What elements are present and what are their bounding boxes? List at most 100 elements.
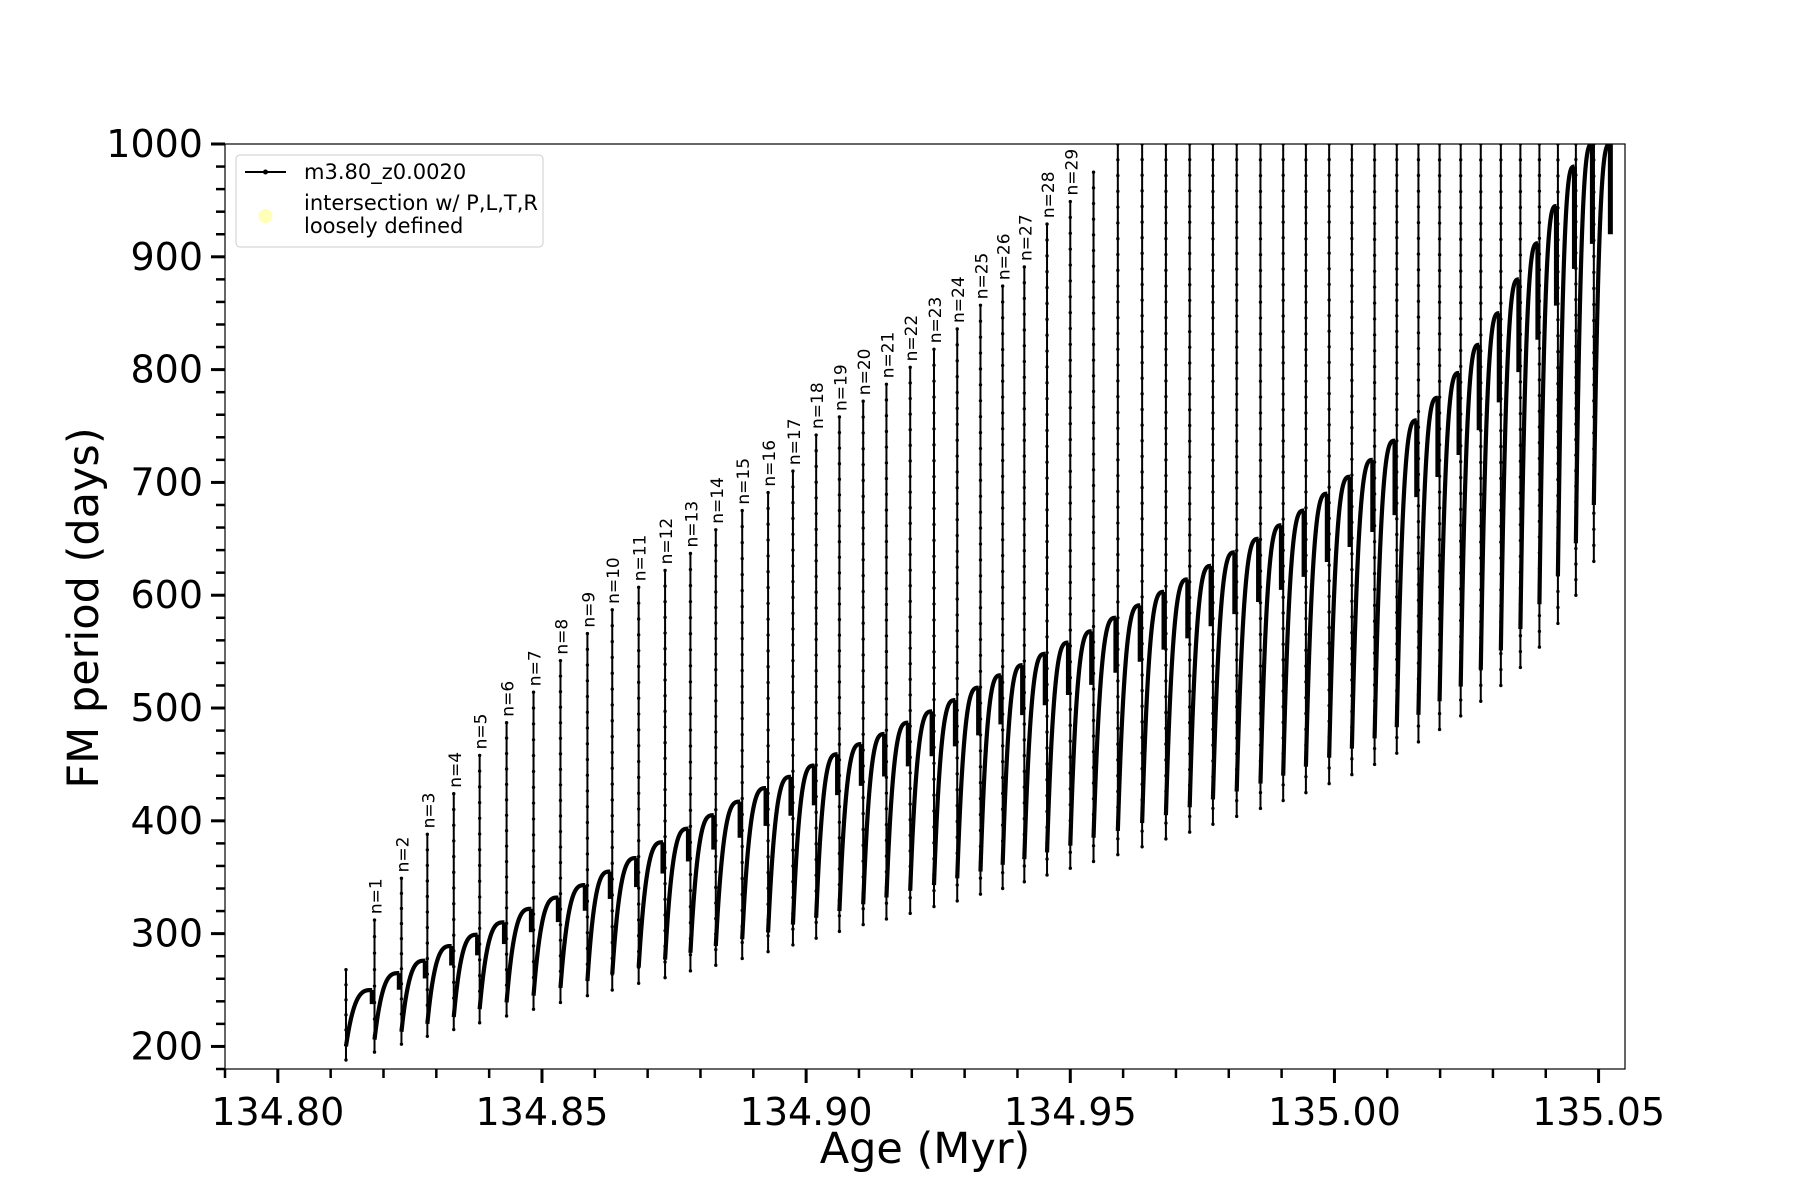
spike-point	[1234, 314, 1239, 318]
spike-point	[1091, 233, 1096, 237]
spike-point	[1068, 390, 1072, 394]
spike-point	[1304, 411, 1308, 415]
spike-point	[1116, 410, 1120, 415]
spike-point	[978, 796, 983, 801]
spike-point	[1327, 579, 1331, 583]
spike-point	[1045, 476, 1049, 480]
spike-point	[1574, 577, 1578, 582]
spike-point	[1116, 252, 1120, 257]
spike-point	[1416, 425, 1421, 429]
spike-point	[861, 827, 865, 832]
spike-point	[1437, 506, 1442, 510]
plot-background	[225, 144, 1625, 1069]
spike-point	[1258, 268, 1263, 273]
legend-dot-marker	[263, 169, 268, 175]
spike-point	[1258, 189, 1263, 194]
spike-point	[1091, 295, 1096, 300]
spike-point	[1281, 204, 1285, 209]
spike-point	[1499, 508, 1503, 512]
spike-point	[955, 851, 959, 855]
spike-point	[884, 901, 889, 905]
spike-point	[663, 631, 667, 635]
spike-point	[585, 899, 590, 903]
spike-point	[740, 956, 744, 961]
spike-point	[1395, 642, 1399, 646]
spike-point	[791, 785, 795, 789]
spike-point	[1416, 189, 1421, 193]
spike-point	[1187, 736, 1192, 740]
spike-point	[1234, 611, 1239, 615]
spike-point	[1164, 489, 1168, 494]
spike-point	[814, 936, 818, 940]
spike-point	[1304, 506, 1308, 510]
spike-point	[663, 615, 667, 620]
spike-point	[740, 636, 744, 641]
spike-point	[1350, 567, 1354, 572]
spike-point	[1281, 439, 1285, 443]
spike-point	[1091, 436, 1096, 441]
spike-point	[1304, 205, 1308, 209]
spike-point	[908, 630, 912, 635]
spike-point	[1458, 348, 1463, 353]
spike-point	[1164, 710, 1168, 715]
spike-point	[1091, 812, 1096, 817]
spike-point	[1281, 298, 1285, 303]
spike-point	[908, 552, 912, 557]
spike-point	[1116, 442, 1120, 446]
spike-point	[1350, 489, 1354, 493]
spike-point	[558, 721, 563, 725]
spike-point	[1479, 253, 1483, 258]
spike-point	[1140, 579, 1144, 583]
spike-point	[791, 579, 795, 584]
spike-point	[978, 542, 983, 546]
spike-point	[908, 584, 912, 588]
spike-point	[1022, 265, 1027, 269]
pulse-label: n=29	[1062, 149, 1082, 196]
spike-point	[1091, 656, 1096, 660]
spike-point	[978, 876, 983, 880]
spike-point	[1068, 771, 1072, 775]
spike-point	[1372, 174, 1377, 178]
spike-point	[1437, 158, 1442, 162]
spike-point	[344, 983, 348, 987]
spike-point	[663, 772, 667, 776]
spike-point	[1518, 491, 1523, 495]
spike-point	[1211, 490, 1215, 494]
spike-point	[1187, 486, 1192, 490]
spike-point	[1350, 331, 1354, 335]
spike-point	[814, 763, 818, 767]
spike-point	[504, 1014, 509, 1018]
spike-point	[714, 745, 718, 750]
spike-point	[1022, 769, 1027, 774]
spike-point	[1258, 585, 1263, 589]
spike-point	[1140, 642, 1144, 646]
spike-point	[1116, 473, 1120, 478]
spike-point	[585, 647, 590, 652]
spike-point	[766, 506, 770, 511]
spike-point	[1045, 412, 1049, 417]
spike-point	[585, 852, 590, 856]
spike-point	[814, 590, 818, 594]
spike-point	[978, 653, 983, 658]
spike-point	[1574, 157, 1578, 162]
spike-point	[814, 920, 818, 925]
spike-point	[908, 880, 912, 884]
spike-point	[688, 728, 693, 732]
spike-point	[1140, 439, 1144, 443]
spike-point	[932, 825, 936, 829]
spike-point	[452, 823, 456, 827]
spike-point	[1574, 469, 1578, 473]
spike-point	[1574, 297, 1578, 302]
spike-point	[1211, 347, 1215, 352]
spike-point	[1140, 563, 1144, 568]
spike-point	[766, 870, 770, 875]
spike-point	[884, 712, 889, 717]
spike-point	[1187, 204, 1192, 209]
spike-point	[955, 549, 959, 554]
spike-point	[1045, 651, 1049, 655]
spike-point	[1211, 158, 1215, 162]
spike-point	[1140, 673, 1144, 677]
spike-point	[814, 559, 818, 563]
spike-point	[1068, 485, 1072, 489]
spike-point	[1574, 453, 1578, 457]
